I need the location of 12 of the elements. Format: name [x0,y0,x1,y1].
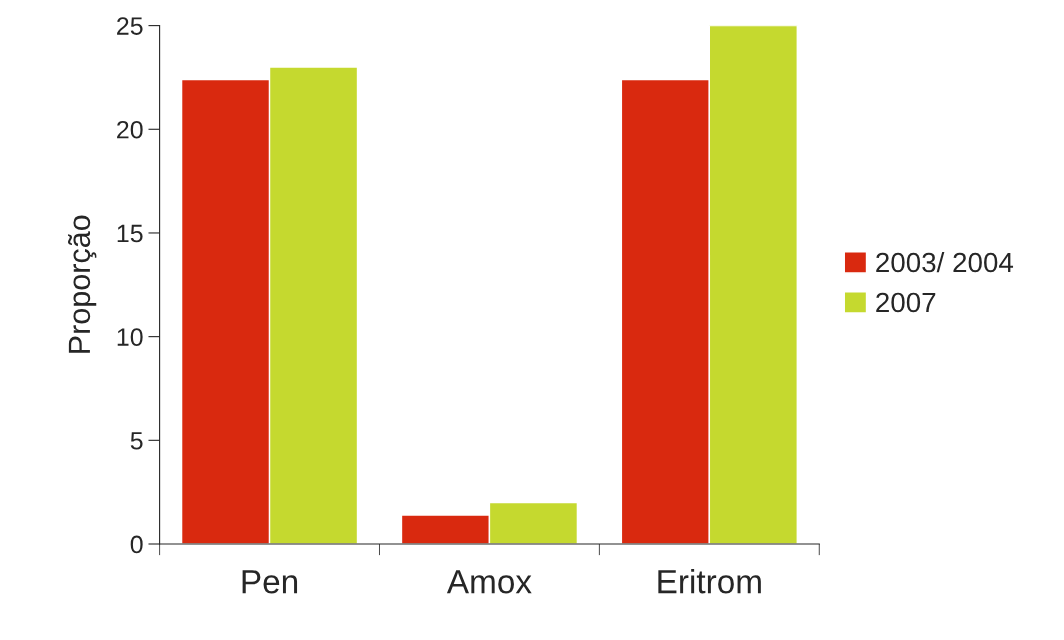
y-axis-title: Proporção [67,215,97,353]
x-tick-label: Pen [242,570,298,594]
y-tick-label: 15 [117,224,143,243]
y-tick-label: 5 [130,432,143,450]
y-tick-label: 20 [117,120,143,139]
legend-label: 2003/ 2004 [876,251,1014,273]
y-tick-label: 25 [117,17,143,35]
x-tick-label: Amox [446,570,532,594]
y-tick-label: 10 [117,328,143,346]
y-tick-label: 0 [130,535,143,554]
x-tick-label: Eritrom [658,569,761,594]
legend-label: 2007 [876,292,936,313]
